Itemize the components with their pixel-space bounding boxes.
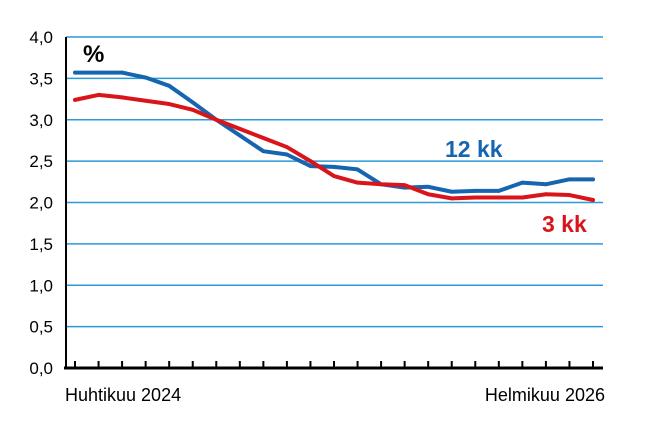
data-point [238, 127, 242, 131]
data-point [332, 165, 336, 169]
y-tick-label: 3,0 [29, 111, 53, 130]
data-point [449, 196, 454, 201]
y-tick-labels: 0,0 0,5 1,0 1,5 2,0 2,5 3,0 3,5 4,0 [29, 28, 53, 378]
y-tick-label: 0,5 [29, 318, 53, 337]
gridlines [66, 36, 603, 328]
series-label-12-kk: 12 kk [445, 136, 503, 162]
data-point [355, 167, 360, 172]
data-point [449, 189, 454, 194]
data-point [544, 192, 548, 197]
data-point [567, 193, 572, 197]
data-point [591, 177, 595, 182]
y-tick-label: 3,5 [29, 69, 53, 88]
data-point [143, 75, 148, 80]
data-point [73, 98, 77, 102]
x-axis-start-label: Huhtikuu 2024 [65, 385, 181, 405]
data-point [544, 182, 548, 187]
data-point [426, 184, 430, 189]
data-point [473, 195, 478, 200]
x-axis-end-label: Helmikuu 2026 [485, 385, 605, 405]
data-point [497, 189, 501, 193]
data-point [190, 100, 195, 105]
data-point [567, 177, 572, 182]
series-lines [73, 70, 595, 203]
y-tick-label: 1,5 [29, 235, 53, 254]
data-point [167, 102, 171, 106]
data-point [96, 93, 101, 97]
data-point [520, 180, 525, 185]
series-label-3-kk: 3 kk [542, 211, 587, 237]
data-point [520, 195, 525, 200]
data-point [120, 70, 124, 75]
data-point [73, 70, 77, 75]
data-point [143, 98, 148, 103]
data-point [261, 136, 266, 140]
y-tick-label: 4,0 [29, 28, 53, 47]
data-point [285, 152, 289, 157]
data-point [261, 149, 266, 153]
data-point [473, 189, 478, 193]
data-point [167, 84, 171, 88]
data-point [285, 145, 289, 149]
data-point [591, 198, 595, 202]
data-point [96, 70, 101, 75]
data-point [426, 192, 430, 197]
data-point [214, 117, 219, 122]
data-point [497, 195, 501, 200]
data-point [379, 182, 383, 187]
y-tick-label: 0,0 [29, 359, 53, 378]
data-point [120, 95, 124, 100]
data-point [190, 108, 195, 112]
data-point [308, 164, 313, 168]
data-point [332, 174, 336, 178]
y-tick-label: 1,0 [29, 276, 53, 295]
data-point [402, 183, 407, 187]
data-point [238, 133, 242, 138]
y-tick-label: 2,0 [29, 194, 53, 213]
data-point [355, 180, 360, 185]
unit-label: % [83, 41, 104, 68]
y-tick-label: 2,5 [29, 152, 53, 171]
data-point [308, 159, 313, 163]
